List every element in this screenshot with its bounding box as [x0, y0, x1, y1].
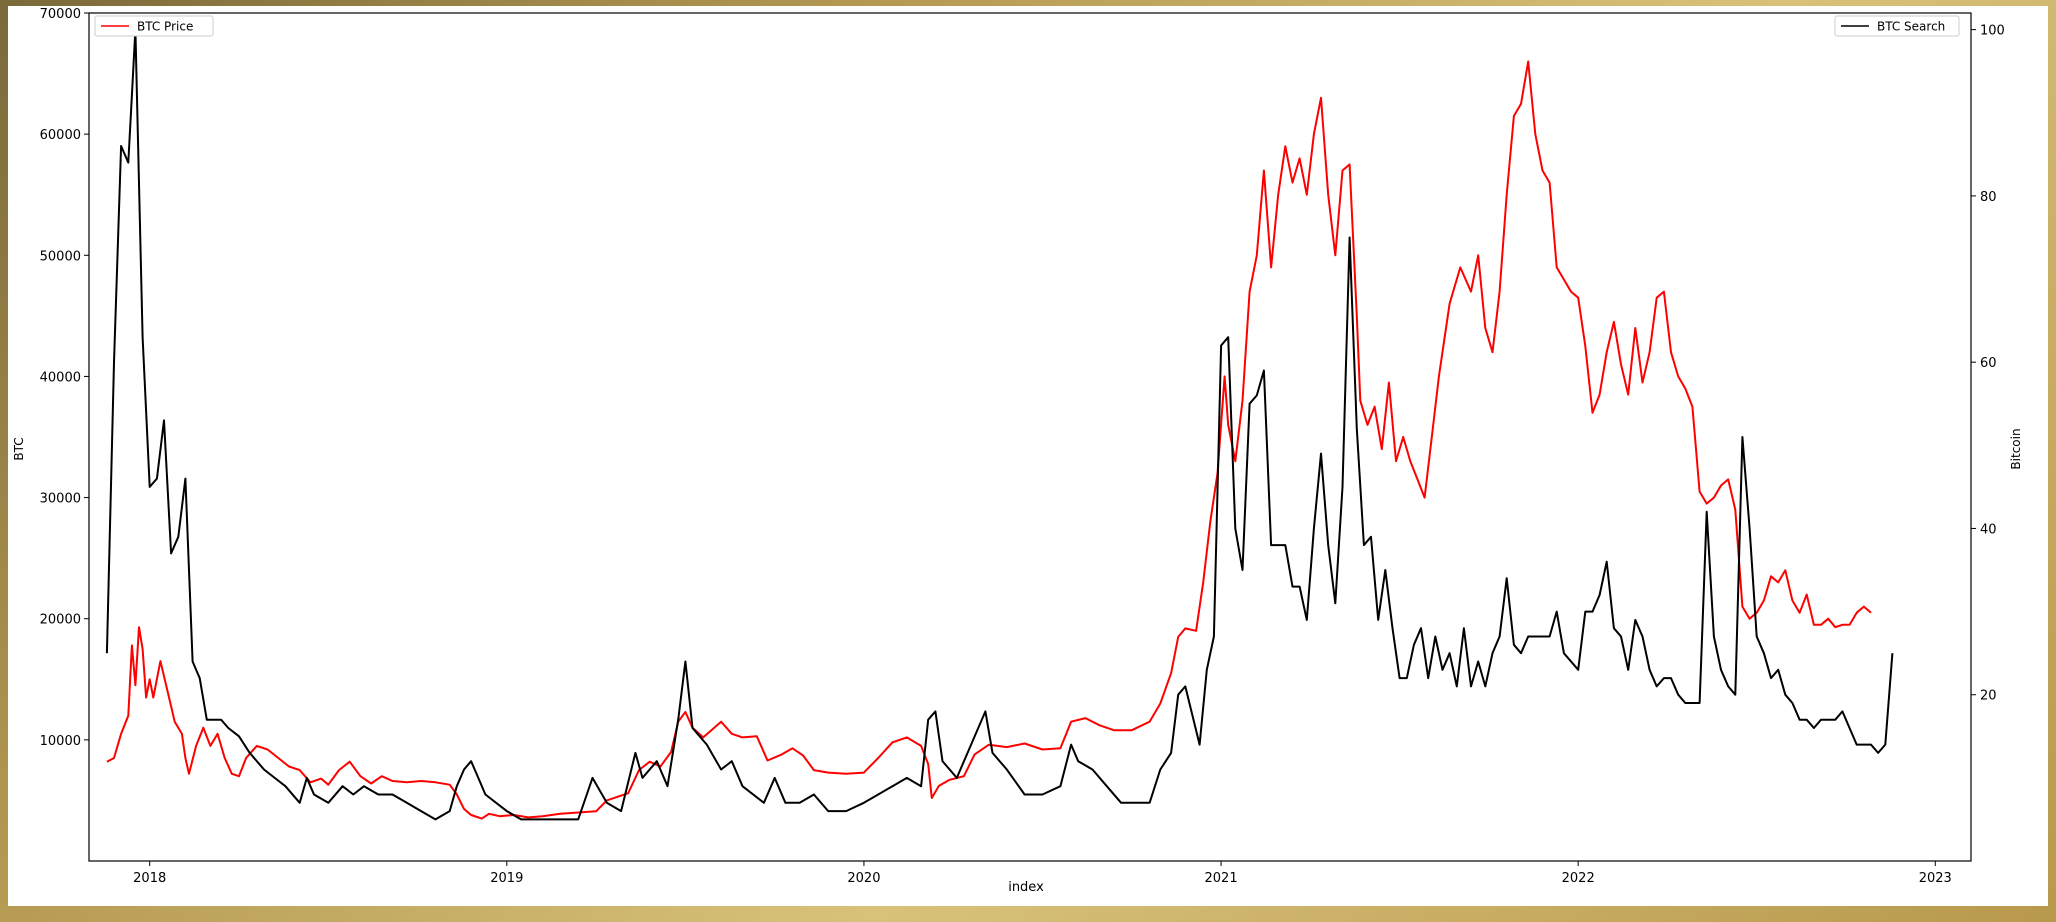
y-axis-label-right: Bitcoin: [2009, 428, 2023, 469]
series-line-btc-search: [105, 28, 1894, 821]
y-right-tick-label: 20: [1980, 689, 1997, 704]
y-right-tick-label: 80: [1980, 190, 1997, 205]
y-left-tick-label: 40000: [40, 370, 81, 385]
x-tick-label: 2021: [1205, 871, 1238, 886]
y-right-tick-label: 40: [1980, 522, 1997, 537]
plot-area: [105, 28, 1894, 821]
y-left-tick-label: 60000: [40, 128, 81, 143]
legend-label-btc-search: BTC Search: [1877, 20, 1945, 34]
figure: 2018 2019 2020 2021 2022 2023 10000 20000 30000 4…: [8, 6, 2048, 906]
y-left-tick-label: 10000: [40, 734, 81, 749]
plot-frame: [88, 12, 1972, 862]
x-tick-label: 2023: [1919, 871, 1952, 886]
y-left-tick-label: 20000: [40, 613, 81, 628]
x-tick-label: 2019: [490, 871, 523, 886]
y-left-tick-label: 30000: [40, 492, 81, 507]
legend-btc-price: BTC Price: [94, 15, 214, 37]
x-tick-label: 2020: [847, 871, 880, 886]
x-axis-label: index: [1008, 880, 1044, 895]
legend-label-btc-price: BTC Price: [137, 20, 193, 34]
y-right-tick-label: 60: [1980, 356, 1997, 371]
series-line-btc-price: [106, 60, 1872, 820]
axes: 2018 2019 2020 2021 2022 2023 10000 20000 30000 4…: [40, 7, 2005, 886]
y-axis-label-left: BTC: [12, 437, 26, 460]
y-left-tick-label: 50000: [40, 249, 81, 264]
x-tick-label: 2018: [133, 871, 166, 886]
axis-labels: index BTC Bitcoin: [12, 428, 2023, 895]
y-left-tick-label: 70000: [40, 7, 81, 22]
y-right-tick-label: 100: [1980, 24, 2005, 39]
legend-btc-search: BTC Search: [1834, 15, 1960, 37]
x-tick-label: 2022: [1562, 871, 1595, 886]
dual-axis-line-chart: 2018 2019 2020 2021 2022 2023 10000 20000 30000 4…: [12, 7, 2023, 895]
